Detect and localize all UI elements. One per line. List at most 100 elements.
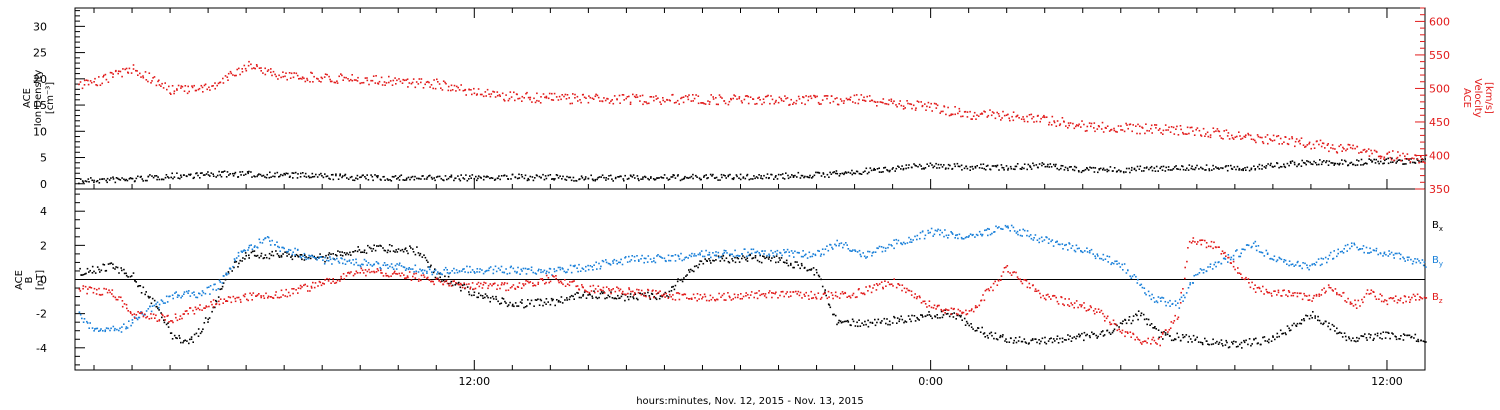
field-point-by xyxy=(352,259,354,261)
field-point-bx xyxy=(551,299,554,302)
field-point-bx xyxy=(239,259,241,262)
field-point-bx xyxy=(580,296,582,299)
density-point xyxy=(656,177,658,179)
field-point-by xyxy=(473,271,475,273)
field-point-by xyxy=(303,252,306,255)
field-point-bx xyxy=(1289,329,1292,331)
field-point-by xyxy=(988,228,990,230)
field-point-bz xyxy=(555,275,557,277)
field-point-bx xyxy=(1400,335,1402,337)
field-point-bz xyxy=(786,291,788,293)
velocity-point xyxy=(499,95,501,97)
velocity-point xyxy=(1406,153,1409,155)
field-point-bx xyxy=(1322,323,1324,326)
velocity-point xyxy=(648,102,650,105)
density-point xyxy=(352,179,354,181)
field-point-bx xyxy=(170,332,173,334)
velocity-point xyxy=(1030,113,1033,116)
density-point xyxy=(1279,165,1282,168)
field-point-by xyxy=(1189,283,1191,286)
velocity-point xyxy=(837,103,840,106)
field-point-by xyxy=(947,237,949,239)
density-point xyxy=(164,176,167,179)
velocity-point xyxy=(1413,157,1415,160)
density-point xyxy=(90,177,92,179)
density-point xyxy=(243,174,245,176)
field-point-by xyxy=(1002,228,1004,230)
velocity-point xyxy=(645,101,647,103)
field-point-by xyxy=(693,253,696,255)
velocity-point xyxy=(214,82,216,84)
density-point xyxy=(1098,168,1101,171)
field-tick-label: 0 xyxy=(40,274,47,287)
field-point-by xyxy=(382,264,385,266)
density-point xyxy=(785,172,787,174)
field-point-bx xyxy=(1197,341,1200,343)
velocity-point xyxy=(226,76,229,78)
field-point-by xyxy=(423,269,426,272)
density-point xyxy=(860,173,863,175)
field-point-by xyxy=(974,236,976,238)
field-point-bz xyxy=(1176,318,1179,320)
field-point-bz xyxy=(503,283,505,286)
density-point xyxy=(437,175,439,178)
field-point-bz xyxy=(186,310,188,312)
field-point-by xyxy=(258,238,261,241)
field-point-by xyxy=(805,253,807,256)
velocity-point xyxy=(1345,149,1347,152)
field-point-by xyxy=(193,291,195,293)
field-point-bz xyxy=(678,298,681,301)
density-point xyxy=(1408,159,1410,161)
field-point-bz xyxy=(858,288,860,290)
field-point-by xyxy=(786,248,789,251)
field-point-bz xyxy=(690,297,693,300)
field-point-bx xyxy=(125,274,128,277)
field-point-bx xyxy=(958,314,960,317)
density-point xyxy=(750,178,752,180)
velocity-point xyxy=(550,99,553,101)
density-point xyxy=(777,173,780,176)
density-point xyxy=(1014,168,1016,171)
field-point-bx xyxy=(611,297,614,299)
field-point-bx xyxy=(418,254,421,257)
field-point-bz xyxy=(782,290,784,293)
density-point xyxy=(248,170,250,173)
density-point xyxy=(736,175,738,178)
density-point xyxy=(1187,169,1190,171)
velocity-point xyxy=(1113,127,1115,130)
field-point-bz xyxy=(823,292,825,295)
field-point-by xyxy=(1111,262,1113,264)
field-point-bz xyxy=(362,272,365,274)
density-point xyxy=(862,171,865,173)
velocity-point xyxy=(401,82,404,84)
velocity-point xyxy=(1351,147,1354,150)
field-point-bx xyxy=(961,319,963,321)
field-point-bz xyxy=(841,291,844,293)
field-point-by xyxy=(262,238,265,241)
field-point-by xyxy=(944,229,946,231)
velocity-point xyxy=(950,113,953,115)
velocity-point xyxy=(1159,127,1161,130)
velocity-point xyxy=(571,102,573,105)
density-point xyxy=(889,169,891,172)
velocity-point xyxy=(830,95,833,97)
field-point-by xyxy=(1107,261,1109,263)
density-point xyxy=(87,178,90,180)
field-point-bx xyxy=(881,320,883,322)
field-point-bx xyxy=(874,324,877,327)
field-point-by xyxy=(1127,269,1129,272)
density-point xyxy=(256,175,258,178)
field-point-bx xyxy=(1263,336,1266,338)
density-point xyxy=(142,180,144,182)
field-point-by xyxy=(772,255,775,257)
field-point-bz xyxy=(875,289,878,291)
field-point-by xyxy=(851,250,853,252)
field-point-bz xyxy=(932,307,935,309)
field-point-by xyxy=(1088,251,1091,254)
velocity-point xyxy=(229,70,232,73)
field-point-bx xyxy=(291,255,293,257)
density-point xyxy=(423,178,426,180)
density-point xyxy=(154,175,156,177)
field-point-by xyxy=(681,259,683,262)
field-point-bz xyxy=(482,284,485,286)
